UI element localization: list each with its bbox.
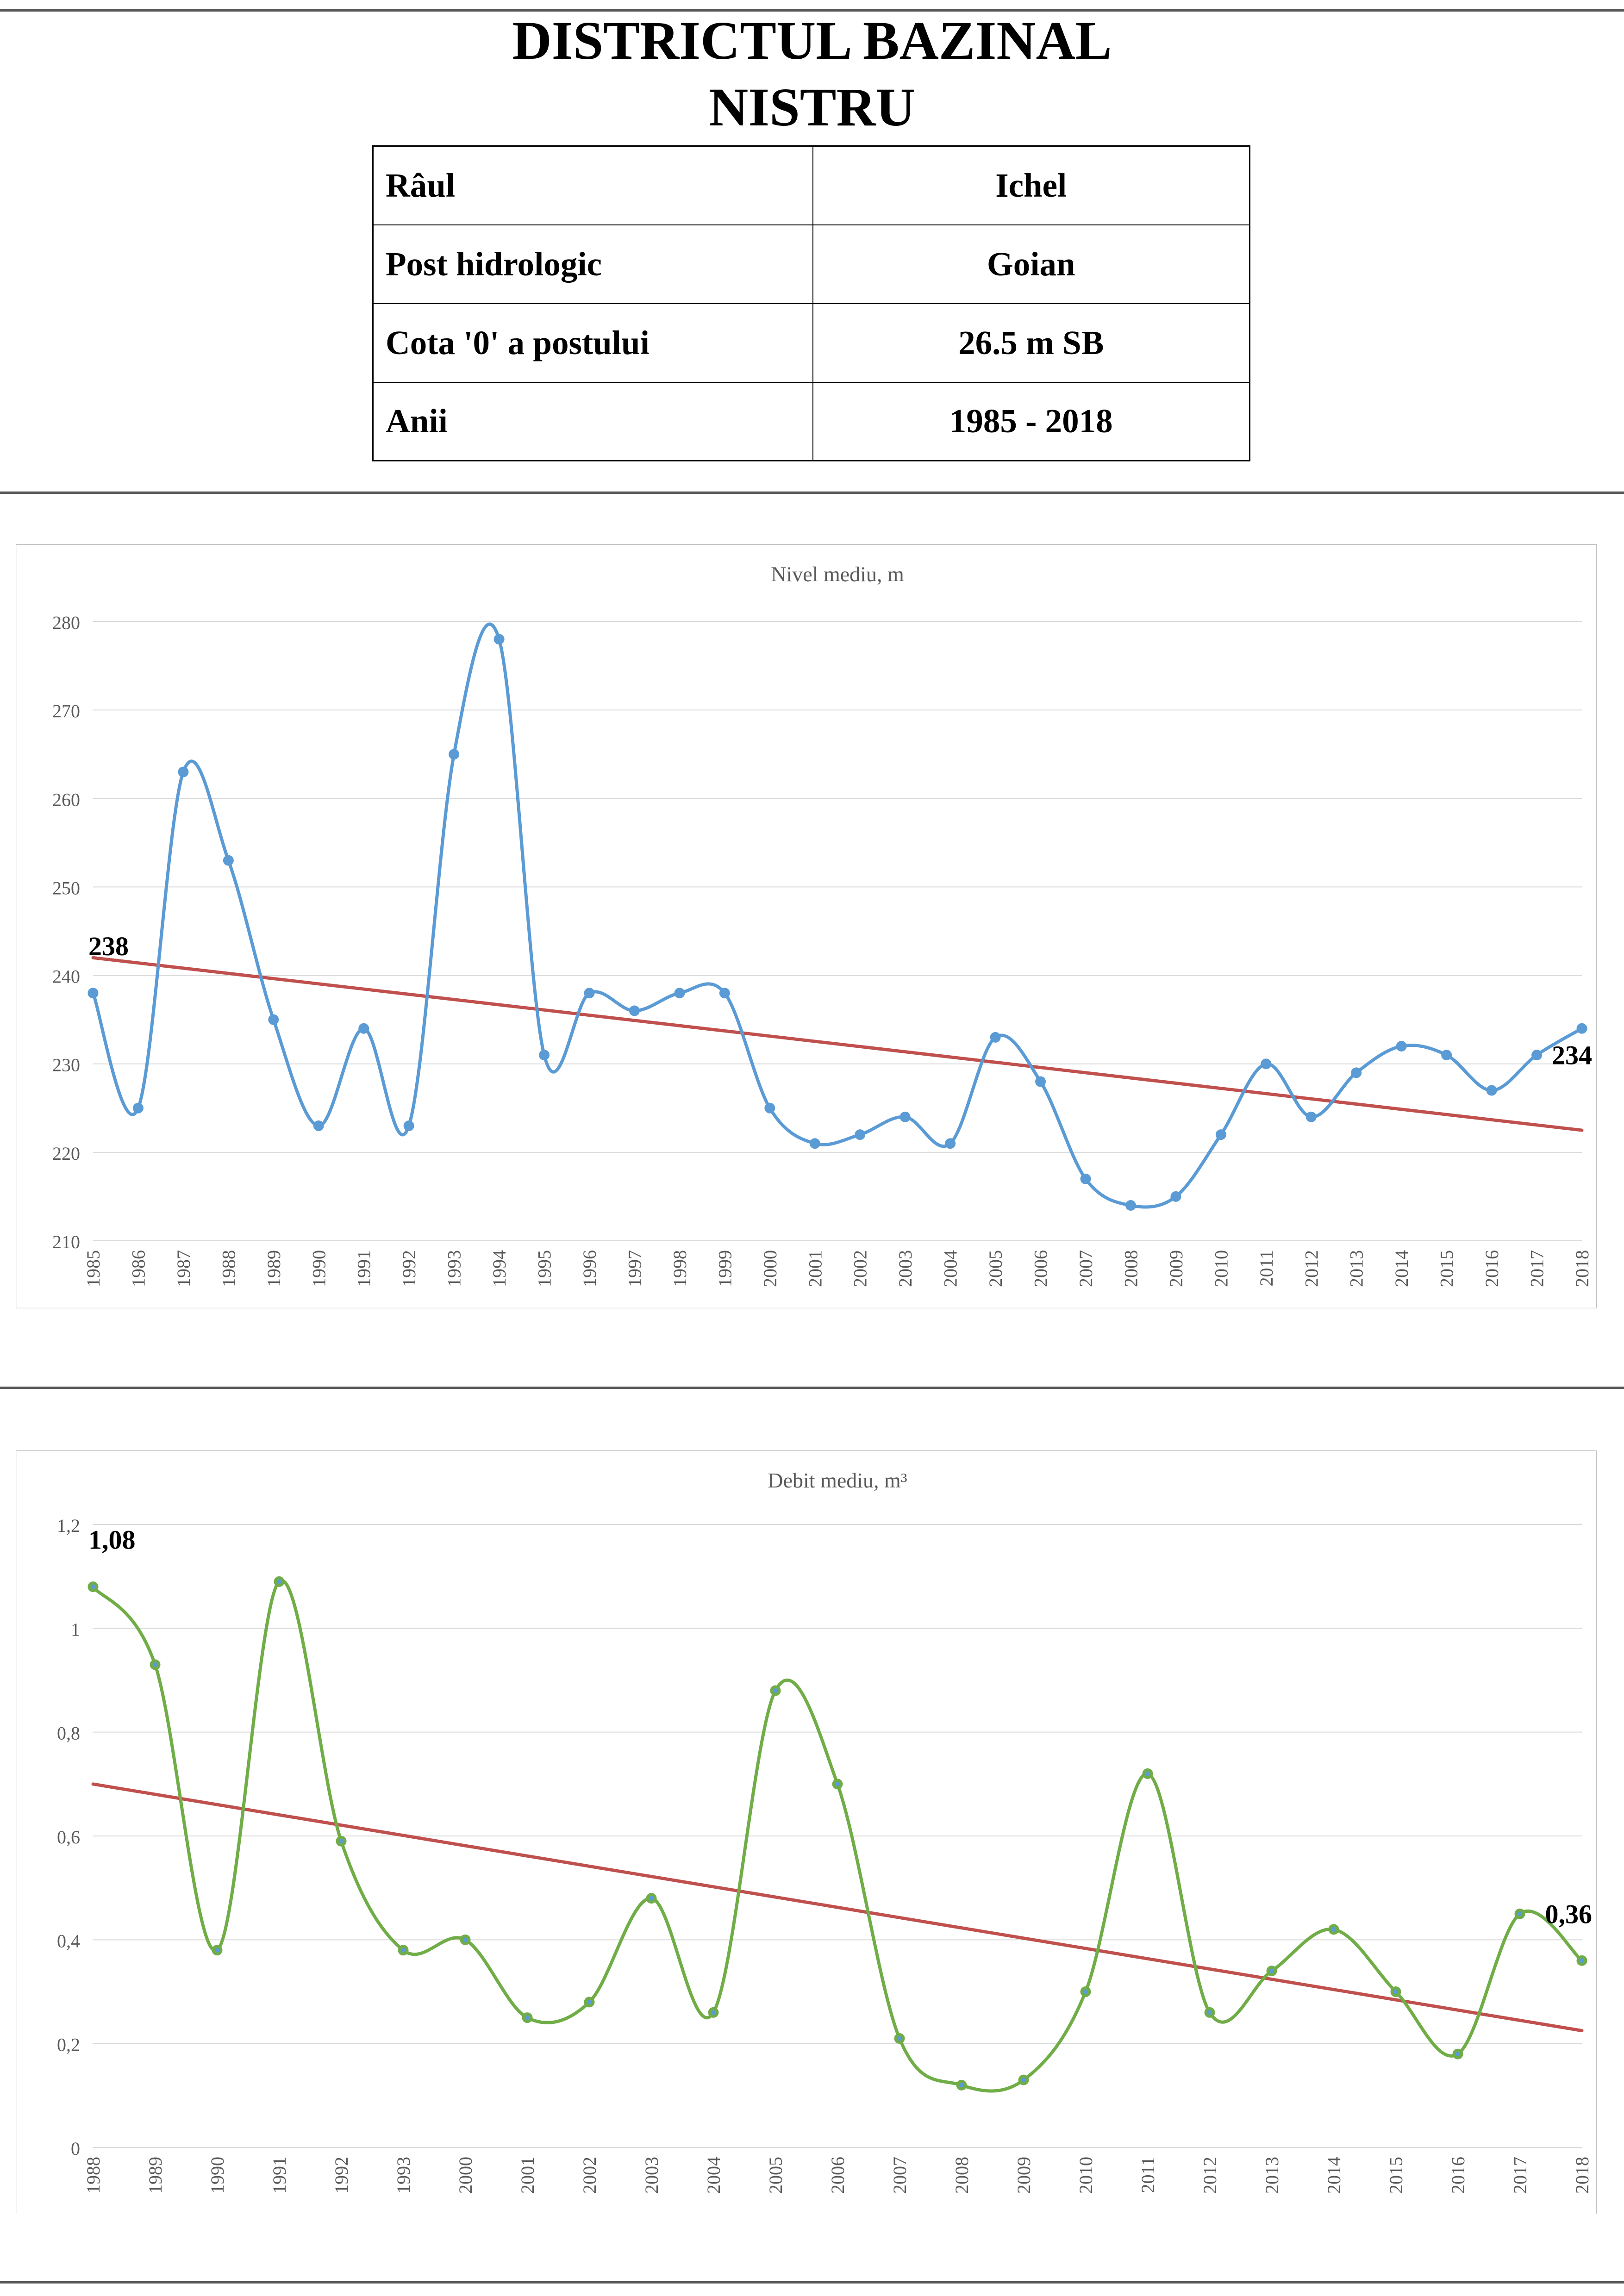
svg-text:1995: 1995 xyxy=(534,1250,555,1287)
svg-text:1991: 1991 xyxy=(269,2157,290,2194)
svg-text:0,36: 0,36 xyxy=(1545,1899,1593,1929)
svg-text:1997: 1997 xyxy=(624,1250,645,1287)
svg-text:0,6: 0,6 xyxy=(57,1827,80,1848)
svg-text:2009: 2009 xyxy=(1166,1250,1187,1287)
svg-text:1990: 1990 xyxy=(308,1250,329,1287)
svg-text:1986: 1986 xyxy=(128,1250,149,1287)
svg-text:2017: 2017 xyxy=(1510,2157,1530,2194)
svg-text:2003: 2003 xyxy=(895,1250,916,1287)
svg-text:2015: 2015 xyxy=(1437,1250,1457,1287)
svg-text:2006: 2006 xyxy=(1031,1250,1051,1287)
svg-text:2016: 2016 xyxy=(1481,1250,1502,1287)
svg-text:1,08: 1,08 xyxy=(88,1525,136,1555)
svg-text:2012: 2012 xyxy=(1199,2157,1220,2194)
svg-text:1988: 1988 xyxy=(218,1250,239,1287)
svg-text:210: 210 xyxy=(52,1232,80,1252)
svg-text:2006: 2006 xyxy=(827,2157,848,2194)
svg-text:2014: 2014 xyxy=(1324,2157,1344,2194)
svg-text:1988: 1988 xyxy=(83,2157,104,2194)
svg-text:2018: 2018 xyxy=(1572,1250,1593,1287)
svg-text:2011: 2011 xyxy=(1137,2157,1158,2193)
svg-text:1985: 1985 xyxy=(83,1250,104,1287)
svg-text:2007: 2007 xyxy=(889,2157,910,2194)
svg-text:1993: 1993 xyxy=(393,2157,414,2194)
svg-text:1999: 1999 xyxy=(714,1250,735,1287)
svg-text:270: 270 xyxy=(52,701,80,722)
svg-text:2001: 2001 xyxy=(517,2157,538,2194)
svg-text:2007: 2007 xyxy=(1075,1250,1096,1287)
svg-text:1987: 1987 xyxy=(173,1250,194,1287)
svg-text:2012: 2012 xyxy=(1301,1250,1322,1287)
svg-text:1992: 1992 xyxy=(399,1250,419,1287)
svg-text:1989: 1989 xyxy=(145,2157,166,2194)
svg-text:2010: 2010 xyxy=(1211,1250,1231,1287)
svg-text:1992: 1992 xyxy=(331,2157,352,2194)
svg-text:2009: 2009 xyxy=(1013,2157,1034,2194)
svg-text:1: 1 xyxy=(71,1619,80,1640)
svg-text:2004: 2004 xyxy=(940,1250,961,1287)
svg-text:238: 238 xyxy=(88,931,129,961)
svg-text:1989: 1989 xyxy=(263,1250,284,1287)
svg-text:Nivel mediu, m: Nivel mediu, m xyxy=(771,562,904,586)
svg-text:2018: 2018 xyxy=(1572,2157,1593,2194)
svg-text:280: 280 xyxy=(52,612,80,633)
svg-text:2008: 2008 xyxy=(1120,1250,1141,1287)
svg-text:1994: 1994 xyxy=(489,1250,510,1287)
svg-text:2010: 2010 xyxy=(1075,2157,1096,2194)
svg-text:2005: 2005 xyxy=(985,1250,1006,1287)
svg-text:2003: 2003 xyxy=(641,2157,662,2194)
svg-text:0,8: 0,8 xyxy=(57,1723,80,1744)
svg-text:250: 250 xyxy=(52,877,80,898)
svg-text:260: 260 xyxy=(52,789,80,810)
svg-text:1996: 1996 xyxy=(579,1250,600,1287)
svg-text:1,2: 1,2 xyxy=(57,1515,80,1536)
svg-text:2002: 2002 xyxy=(579,2157,600,2194)
svg-text:0,4: 0,4 xyxy=(57,1930,80,1951)
svg-text:234: 234 xyxy=(1552,1040,1592,1070)
svg-text:2004: 2004 xyxy=(703,2157,724,2194)
svg-text:2016: 2016 xyxy=(1448,2157,1468,2194)
svg-text:2015: 2015 xyxy=(1386,2157,1406,2194)
svg-text:0,2: 0,2 xyxy=(57,2035,80,2055)
svg-text:0: 0 xyxy=(71,2138,80,2159)
svg-text:1993: 1993 xyxy=(444,1250,465,1287)
svg-text:1998: 1998 xyxy=(669,1250,690,1287)
svg-text:240: 240 xyxy=(52,966,80,987)
svg-text:2000: 2000 xyxy=(455,2157,476,2194)
svg-text:220: 220 xyxy=(52,1143,80,1164)
svg-text:230: 230 xyxy=(52,1055,80,1076)
svg-text:Debit mediu, m³: Debit mediu, m³ xyxy=(768,1468,907,1492)
svg-text:2002: 2002 xyxy=(850,1250,871,1287)
svg-text:2000: 2000 xyxy=(760,1250,781,1287)
svg-text:2013: 2013 xyxy=(1346,1250,1367,1287)
svg-text:1990: 1990 xyxy=(207,2157,228,2194)
svg-text:2013: 2013 xyxy=(1262,2157,1282,2194)
svg-text:2017: 2017 xyxy=(1527,1250,1548,1287)
svg-text:2008: 2008 xyxy=(951,2157,972,2194)
svg-text:2014: 2014 xyxy=(1391,1250,1412,1287)
svg-text:2005: 2005 xyxy=(765,2157,786,2194)
svg-text:1991: 1991 xyxy=(354,1250,375,1287)
svg-text:2001: 2001 xyxy=(805,1250,825,1287)
svg-text:2011: 2011 xyxy=(1256,1250,1277,1287)
